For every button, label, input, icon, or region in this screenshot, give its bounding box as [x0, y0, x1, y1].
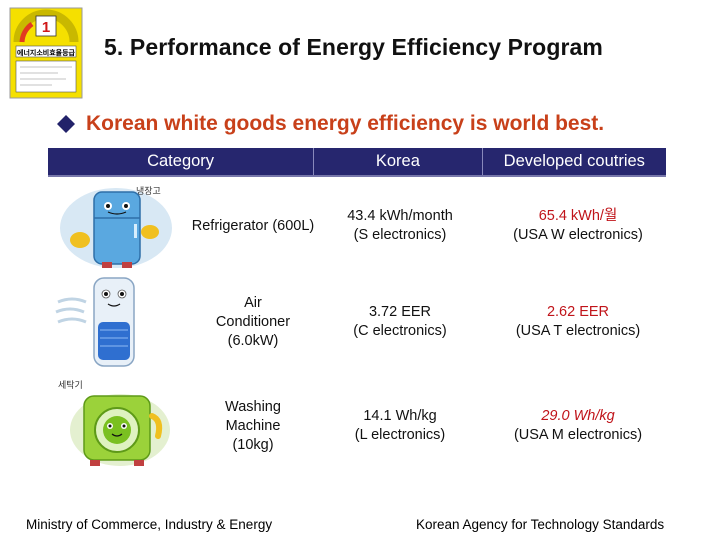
category-cell: Air Conditioner (6.0kW)	[215, 294, 291, 349]
header-korea: Korea	[375, 152, 420, 170]
footer-agency: Korean Agency for Technology Standards	[416, 517, 665, 532]
korea-cell: 3.72 EER (C electronics)	[320, 272, 480, 372]
subtitle: Korean white goods energy efficiency is …	[86, 112, 605, 135]
refrigerator-caption: 냉장고	[136, 186, 161, 197]
developed-maker: (USA M electronics)	[513, 427, 643, 443]
header-divider	[313, 148, 315, 175]
developed-value: 29.0 Wh/kg	[541, 408, 615, 424]
developed-cell: 2.62 EER (USA T electronics)	[488, 272, 668, 372]
subtitle-row: Korean white goods energy efficiency is …	[56, 110, 604, 138]
developed-value: 65.4 kWh/월	[538, 208, 618, 224]
category-cell: Refrigerator (600L)	[191, 217, 315, 234]
table-row: 세탁기 Washing Machine (10kg) 14.1 Wh/kg (L…	[48, 376, 666, 476]
table-row: Air Conditioner (6.0kW) 3.72 EER (C elec…	[48, 272, 666, 372]
korea-value: 43.4 kWh/month	[347, 208, 453, 224]
diamond-bullet-icon	[57, 115, 75, 133]
washing-machine-icon: 세탁기	[50, 376, 182, 476]
developed-cell: 29.0 Wh/kg (USA M electronics)	[488, 376, 668, 476]
label-korean-text: 에너지소비효율등급	[17, 48, 76, 57]
developed-value: 2.62 EER	[546, 304, 610, 320]
table-row: 냉장고 Refrigerator (600L) 43.4 kWh/month (…	[48, 176, 666, 276]
footer-ministry: Ministry of Commerce, Industry & Energy	[26, 517, 273, 532]
korea-maker: (L electronics)	[354, 427, 446, 443]
table-header: Category Korea Developed coutries	[48, 148, 666, 177]
energy-label-icon: 1 에너지소비효율등급	[8, 6, 84, 100]
korea-value: 14.1 Wh/kg	[363, 408, 437, 424]
developed-maker: (USA T electronics)	[515, 323, 641, 339]
korea-maker: (S electronics)	[353, 227, 447, 243]
korea-value: 3.72 EER	[368, 304, 432, 320]
korea-cell: 43.4 kWh/month (S electronics)	[320, 176, 480, 276]
header-divider	[481, 148, 483, 175]
korea-cell: 14.1 Wh/kg (L electronics)	[320, 376, 480, 476]
header-category: Category	[147, 152, 215, 170]
header-developed: Developed coutries	[503, 152, 645, 170]
label-grade: 1	[42, 19, 50, 36]
korea-maker: (C electronics)	[353, 323, 447, 339]
developed-maker: (USA W electronics)	[513, 227, 643, 243]
page-title: 5. Performance of Energy Efficiency Prog…	[104, 34, 603, 60]
category-cell: Washing Machine (10kg)	[225, 398, 281, 453]
air-conditioner-icon	[50, 272, 182, 372]
developed-cell: 65.4 kWh/월 (USA W electronics)	[488, 176, 668, 276]
refrigerator-icon: 냉장고	[50, 176, 182, 276]
washing-machine-caption: 세탁기	[58, 379, 83, 391]
